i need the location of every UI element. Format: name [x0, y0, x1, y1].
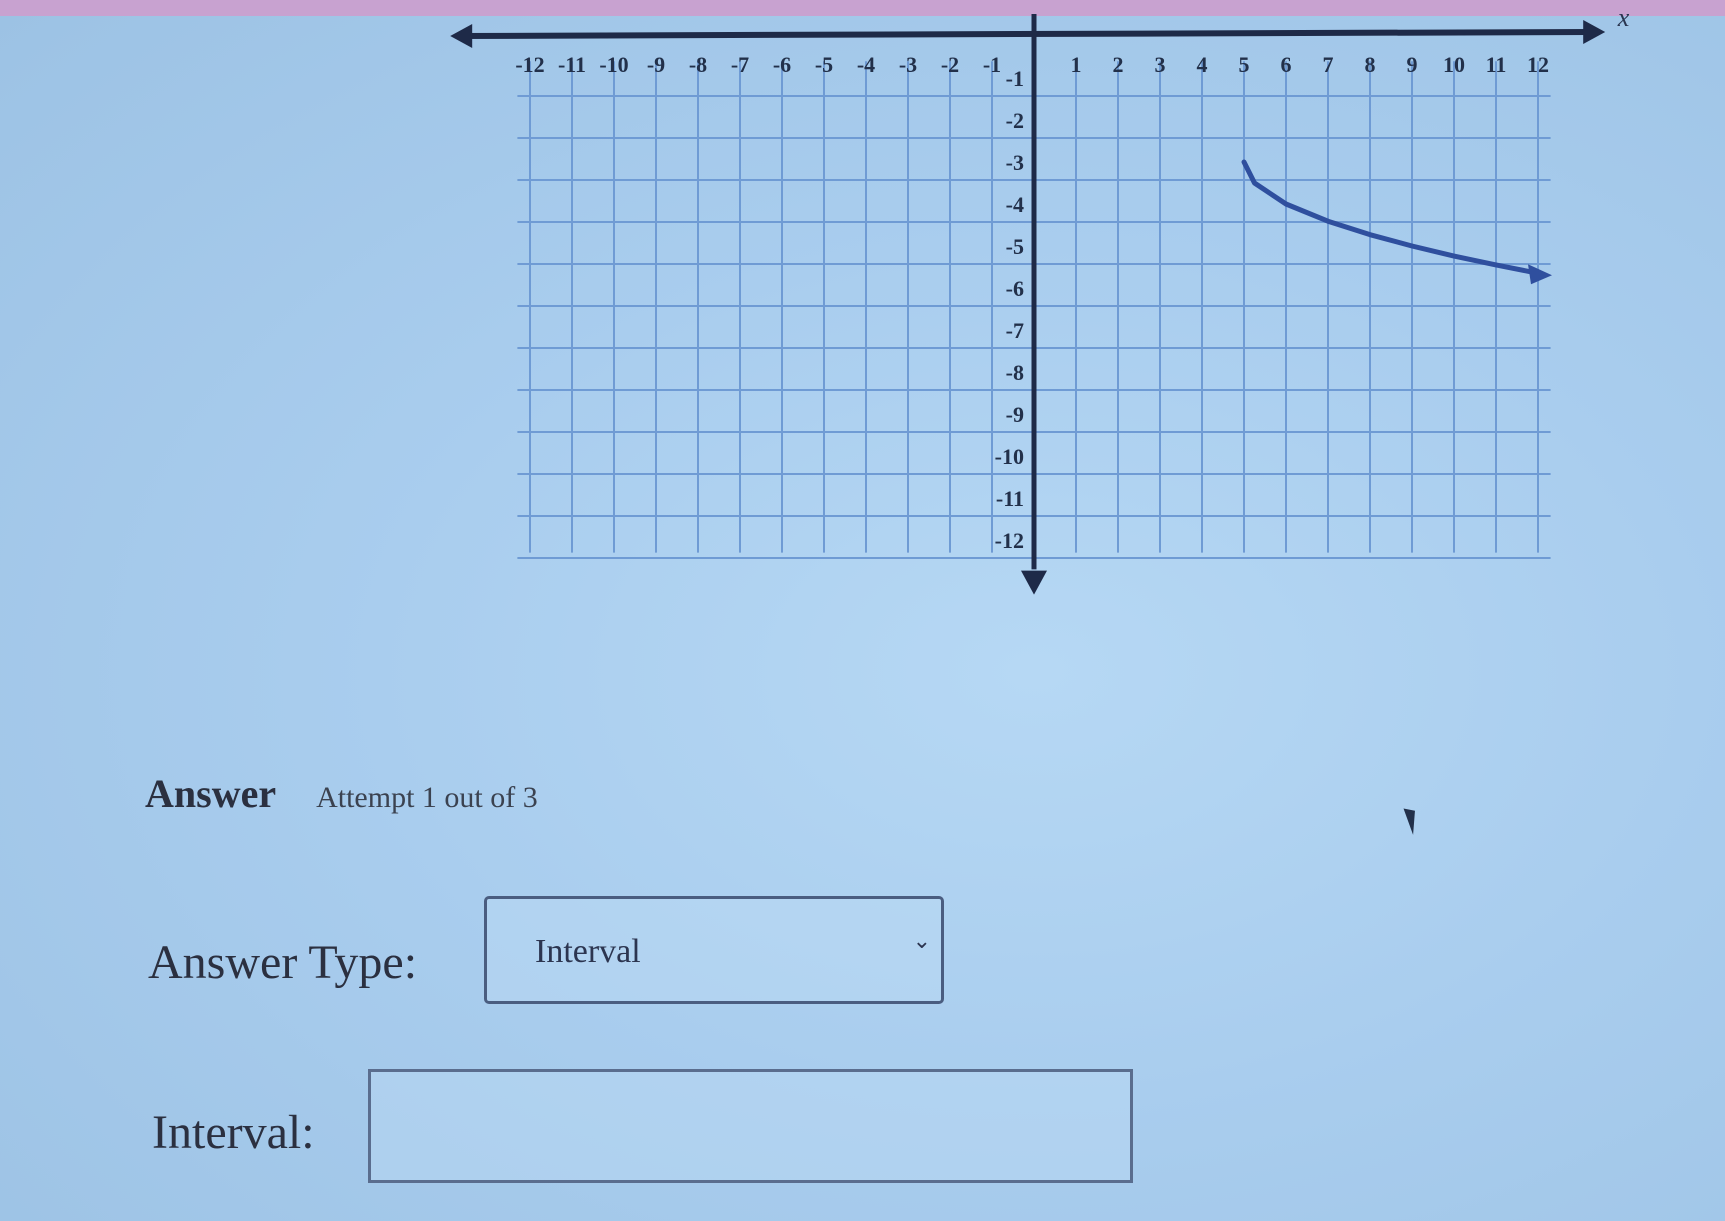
x-tick-label: -2 — [941, 52, 959, 77]
y-tick-label: -5 — [1006, 234, 1024, 259]
answer-type-value: Interval — [535, 933, 641, 970]
x-tick-label: -11 — [558, 52, 586, 77]
y-tick-label: -3 — [1006, 150, 1024, 175]
x-tick-label: 3 — [1155, 52, 1166, 77]
interval-input[interactable] — [368, 1069, 1133, 1183]
x-tick-label: 6 — [1281, 52, 1292, 77]
interval-label: Interval: — [152, 1106, 315, 1159]
x-axis-right-arrow-icon — [1583, 20, 1606, 44]
x-tick-label: -6 — [773, 52, 791, 77]
x-tick-label: 2 — [1113, 52, 1124, 77]
x-tick-label: 4 — [1197, 52, 1208, 77]
y-tick-label: -8 — [1006, 360, 1024, 385]
curve-arrow-icon — [1528, 264, 1552, 285]
x-tick-label: -8 — [689, 52, 707, 77]
mouse-cursor-icon — [1403, 805, 1423, 835]
x-tick-label: 8 — [1365, 52, 1376, 77]
x-tick-label: 9 — [1407, 52, 1418, 77]
x-axis — [458, 29, 1593, 39]
y-tick-label: -10 — [995, 444, 1024, 469]
x-tick-label: -4 — [857, 52, 875, 77]
x-tick-label: -7 — [731, 52, 749, 77]
axes — [450, 14, 1606, 595]
y-tick-label: -7 — [1006, 318, 1024, 343]
x-tick-label: 11 — [1486, 52, 1507, 77]
x-tick-label: -10 — [599, 52, 628, 77]
x-tick-label: 12 — [1527, 52, 1549, 77]
answer-type-label: Answer Type: — [148, 936, 418, 989]
y-tick-label: -12 — [995, 528, 1024, 553]
coordinate-graph: x-12 -11 -10 -9 -8 -7 -6 -5 -4 -3 -2 -1 1 2 3 4 5 6 7 8 9 10 1… — [450, 3, 1630, 595]
x-tick-label: 7 — [1323, 52, 1334, 77]
answer-type-select[interactable]: Interval ⌄ — [484, 896, 944, 1004]
tick-labels: x-12 -11 -10 -9 -8 -7 -6 -5 -4 -3 -2 -1 1 2 3 4 5 6 7 8 9 10 1… — [515, 3, 1629, 553]
graphed-curve — [1241, 159, 1552, 285]
y-tick-label: -2 — [1006, 108, 1024, 133]
x-tick-label: -5 — [815, 52, 833, 77]
x-axis-label: x — [1617, 3, 1630, 32]
y-tick-label: -9 — [1006, 402, 1024, 427]
x-tick-label: -9 — [647, 52, 665, 77]
x-tick-label: -12 — [515, 52, 544, 77]
x-tick-label: 5 — [1239, 52, 1250, 77]
y-tick-label: -4 — [1006, 192, 1024, 217]
answer-title: Answer — [145, 771, 277, 816]
chevron-down-icon: ⌄ — [912, 929, 931, 954]
x-tick-label: -3 — [899, 52, 917, 77]
curve-line — [1241, 159, 1541, 276]
y-tick-label: -6 — [1006, 276, 1024, 301]
y-tick-label: -1 — [1006, 66, 1024, 91]
attempt-counter: Attempt 1 out of 3 — [316, 781, 538, 814]
x-tick-label: 10 — [1443, 52, 1465, 77]
grid — [517, 61, 1551, 559]
x-tick-label: 1 — [1071, 52, 1082, 77]
top-bar — [0, 0, 1725, 16]
x-tick-label: -1 — [983, 52, 1001, 77]
y-tick-label: -11 — [996, 486, 1024, 511]
answer-header: Answer Attempt 1 out of 3 — [145, 770, 538, 817]
y-axis-down-arrow-icon — [1021, 570, 1047, 595]
x-axis-left-arrow-icon — [450, 24, 473, 48]
